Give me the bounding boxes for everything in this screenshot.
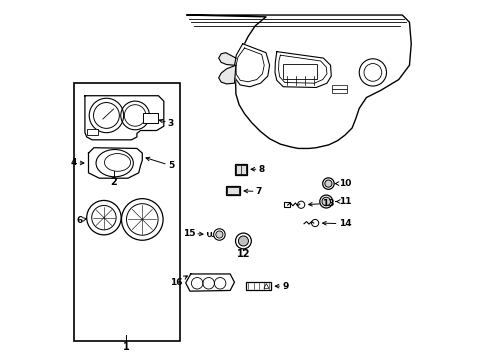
Circle shape (235, 233, 251, 249)
Bar (284, 202, 290, 207)
Text: 2: 2 (110, 177, 117, 187)
Text: 11: 11 (335, 197, 350, 206)
Polygon shape (233, 44, 269, 87)
Bar (143, 113, 158, 123)
Bar (246, 282, 271, 290)
Bar (332, 89, 346, 93)
Text: 4: 4 (71, 158, 84, 167)
Text: 12: 12 (236, 248, 250, 258)
Circle shape (213, 229, 224, 240)
Bar (87, 129, 98, 135)
Polygon shape (85, 96, 163, 140)
Polygon shape (187, 15, 410, 148)
Polygon shape (185, 274, 234, 291)
Bar (282, 64, 316, 78)
Text: 16: 16 (170, 276, 187, 287)
Text: 5: 5 (146, 157, 174, 170)
Circle shape (215, 231, 223, 238)
Circle shape (319, 195, 332, 208)
Bar (74, 83, 180, 341)
Text: 8: 8 (250, 165, 264, 174)
Polygon shape (274, 51, 330, 87)
Polygon shape (88, 148, 142, 178)
Text: 14: 14 (322, 219, 350, 228)
Circle shape (321, 197, 330, 206)
Circle shape (238, 236, 248, 246)
Text: 15: 15 (183, 229, 203, 238)
FancyBboxPatch shape (234, 163, 247, 175)
Polygon shape (218, 53, 235, 65)
Text: 10: 10 (334, 179, 350, 188)
Text: 13: 13 (308, 199, 334, 208)
FancyBboxPatch shape (225, 186, 240, 195)
FancyBboxPatch shape (236, 165, 245, 174)
Circle shape (322, 178, 333, 189)
Circle shape (86, 201, 121, 235)
Text: 9: 9 (275, 282, 288, 291)
Circle shape (121, 199, 163, 240)
Bar (332, 85, 346, 89)
Text: 7: 7 (244, 187, 262, 196)
Text: 6: 6 (76, 216, 86, 225)
Text: 3: 3 (159, 119, 174, 128)
Circle shape (324, 180, 331, 187)
FancyBboxPatch shape (227, 187, 238, 194)
Polygon shape (218, 65, 235, 84)
Text: 1: 1 (122, 342, 129, 352)
